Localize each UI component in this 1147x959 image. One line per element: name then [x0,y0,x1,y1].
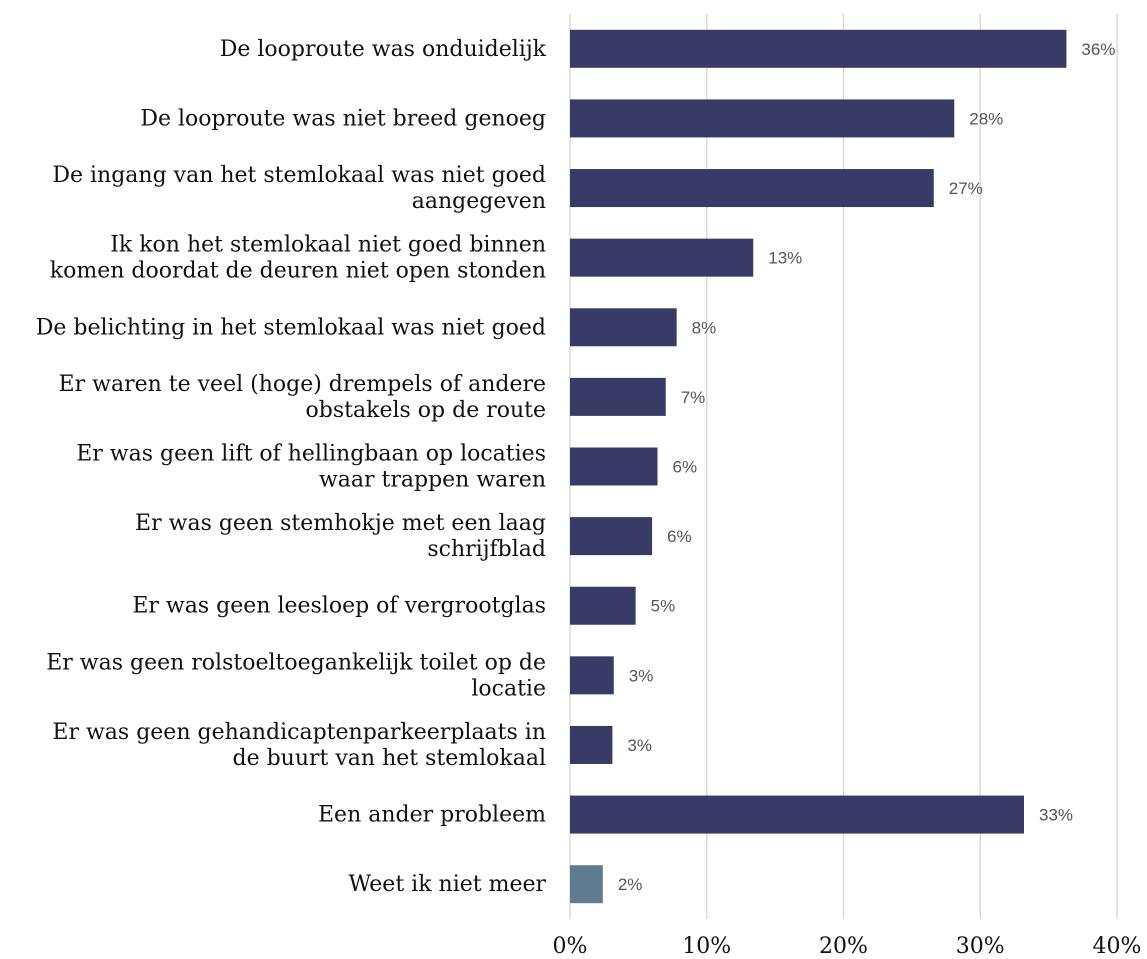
category-label-line: Er was geen gehandicaptenparkeerplaats i… [52,720,546,745]
category-label-line: Ik kon het stemlokaal niet goed binnen [110,233,546,258]
category-label-line: komen doordat de deuren niet open stonde… [50,259,546,284]
category-label: De ingang van het stemlokaal was niet go… [52,163,546,214]
bar [570,656,614,695]
bar [570,725,613,764]
category-label: Er was geen lift of hellingbaan op locat… [76,442,546,493]
bar [570,169,934,208]
x-axis-ticks: 0% 10% 20% 30% 40% [553,934,1142,959]
category-label: De belichting in het stemlokaal was niet… [36,315,546,340]
category-label-line: De belichting in het stemlokaal was niet… [36,315,546,340]
data-label: 3% [629,666,654,685]
data-label: 27% [949,179,983,198]
category-label-line: aangegeven [412,189,546,214]
data-label: 36% [1081,40,1115,59]
category-label-line: locatie [471,676,546,701]
x-tick-label: 0% [553,934,588,959]
category-label: Er waren te veel (hoge) drempels of ande… [59,372,546,423]
bar [570,377,666,416]
data-label: 6% [673,458,698,477]
category-label-line: De looproute was niet breed genoeg [140,106,546,131]
data-label: 33% [1039,806,1073,825]
category-label-line: de buurt van het stemlokaal [233,746,547,771]
category-labels: De looproute was onduidelijk De looproute… [36,37,547,897]
category-label-line: Er was geen lift of hellingbaan op locat… [76,442,546,467]
bar [570,517,653,556]
x-tick-label: 30% [956,934,1005,959]
bar [570,795,1025,834]
bar [570,865,603,904]
category-label-line: De looproute was onduidelijk [220,37,547,62]
category-label: De looproute was niet breed genoeg [140,106,546,131]
data-label: 28% [969,109,1003,128]
x-tick-label: 40% [1093,934,1142,959]
data-label: 5% [651,597,676,616]
gridlines [569,14,1118,919]
category-label-line: Een ander probleem [318,803,546,828]
category-label: Er was geen gehandicaptenparkeerplaats i… [52,720,546,771]
category-label-line: obstakels op de route [306,398,546,423]
category-label-line: Er was geen rolstoeltoegankelijk toilet … [46,650,546,675]
category-label: Er was geen leesloep of vergrootglas [132,594,546,619]
category-label: Er was geen rolstoeltoegankelijk toilet … [46,650,546,701]
data-label: 2% [618,875,643,894]
category-label-line: waar trappen waren [319,468,546,493]
data-label: 13% [768,249,802,268]
data-label: 3% [627,736,652,755]
bar [570,99,955,138]
data-label: 6% [667,527,692,546]
data-label: 7% [681,388,706,407]
x-tick-label: 20% [819,934,868,959]
category-label: Weet ik niet meer [348,872,546,897]
category-label-line: Weet ik niet meer [348,872,546,897]
bars [570,29,1067,904]
category-label-line: De ingang van het stemlokaal was niet go… [52,163,546,188]
bar [570,586,636,625]
category-label: Ik kon het stemlokaal niet goed binnenko… [50,233,546,284]
category-label-line: Er was geen leesloep of vergrootglas [132,594,546,619]
category-label: Een ander probleem [318,803,546,828]
data-labels: 36% 28% 27% 13% 8% 7% 6% 6% 5% 3% 3% 33% 2% [618,40,1116,894]
bar [570,447,658,486]
data-label: 8% [692,318,717,337]
category-label: De looproute was onduidelijk [220,37,547,62]
category-label-line: Er waren te veel (hoge) drempels of ande… [59,372,546,397]
category-label-line: schrijfblad [427,537,546,562]
category-label-line: Er was geen stemhokje met een laag [135,511,546,536]
bar [570,238,754,277]
x-tick-label: 10% [682,934,731,959]
bar [570,29,1067,68]
category-label: Er was geen stemhokje met een laagschrij… [135,511,546,562]
bar [570,308,677,347]
